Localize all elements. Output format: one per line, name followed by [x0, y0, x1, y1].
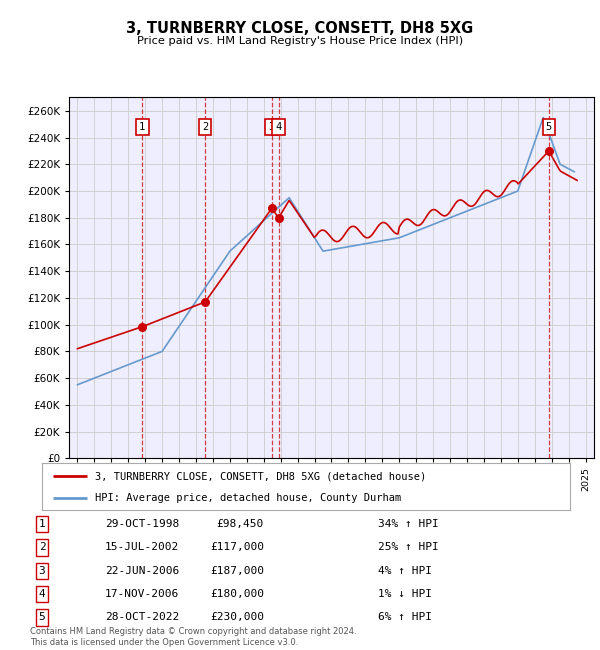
- Text: 6% ↑ HPI: 6% ↑ HPI: [378, 612, 432, 623]
- Text: 28-OCT-2022: 28-OCT-2022: [105, 612, 179, 623]
- Text: 25% ↑ HPI: 25% ↑ HPI: [378, 543, 439, 552]
- Text: 5: 5: [545, 122, 552, 132]
- Text: 4% ↑ HPI: 4% ↑ HPI: [378, 566, 432, 576]
- Text: £230,000: £230,000: [210, 612, 264, 623]
- Text: HPI: Average price, detached house, County Durham: HPI: Average price, detached house, Coun…: [95, 493, 401, 502]
- Text: 1: 1: [38, 519, 46, 529]
- Text: 15-JUL-2002: 15-JUL-2002: [105, 543, 179, 552]
- Text: £187,000: £187,000: [210, 566, 264, 576]
- Text: £117,000: £117,000: [210, 543, 264, 552]
- Text: 4: 4: [275, 122, 282, 132]
- Text: £180,000: £180,000: [210, 589, 264, 599]
- Text: 5: 5: [38, 612, 46, 623]
- Point: [274, 213, 283, 223]
- Text: 34% ↑ HPI: 34% ↑ HPI: [378, 519, 439, 529]
- Point: [544, 146, 554, 156]
- Text: 3: 3: [269, 122, 275, 132]
- Text: 1% ↓ HPI: 1% ↓ HPI: [378, 589, 432, 599]
- Text: This data is licensed under the Open Government Licence v3.0.: This data is licensed under the Open Gov…: [30, 638, 298, 647]
- Text: 3, TURNBERRY CLOSE, CONSETT, DH8 5XG: 3, TURNBERRY CLOSE, CONSETT, DH8 5XG: [127, 21, 473, 36]
- Text: 17-NOV-2006: 17-NOV-2006: [105, 589, 179, 599]
- Text: 22-JUN-2006: 22-JUN-2006: [105, 566, 179, 576]
- Text: 2: 2: [202, 122, 208, 132]
- Text: 2: 2: [38, 543, 46, 552]
- Text: Contains HM Land Registry data © Crown copyright and database right 2024.: Contains HM Land Registry data © Crown c…: [30, 627, 356, 636]
- Text: Price paid vs. HM Land Registry's House Price Index (HPI): Price paid vs. HM Land Registry's House …: [137, 36, 463, 46]
- Text: 3: 3: [38, 566, 46, 576]
- Text: 4: 4: [38, 589, 46, 599]
- Text: 29-OCT-1998: 29-OCT-1998: [105, 519, 179, 529]
- Text: £98,450: £98,450: [217, 519, 264, 529]
- Text: 1: 1: [139, 122, 145, 132]
- Point: [267, 203, 277, 214]
- Point: [200, 296, 210, 307]
- Text: 3, TURNBERRY CLOSE, CONSETT, DH8 5XG (detached house): 3, TURNBERRY CLOSE, CONSETT, DH8 5XG (de…: [95, 471, 426, 481]
- Point: [137, 322, 147, 332]
